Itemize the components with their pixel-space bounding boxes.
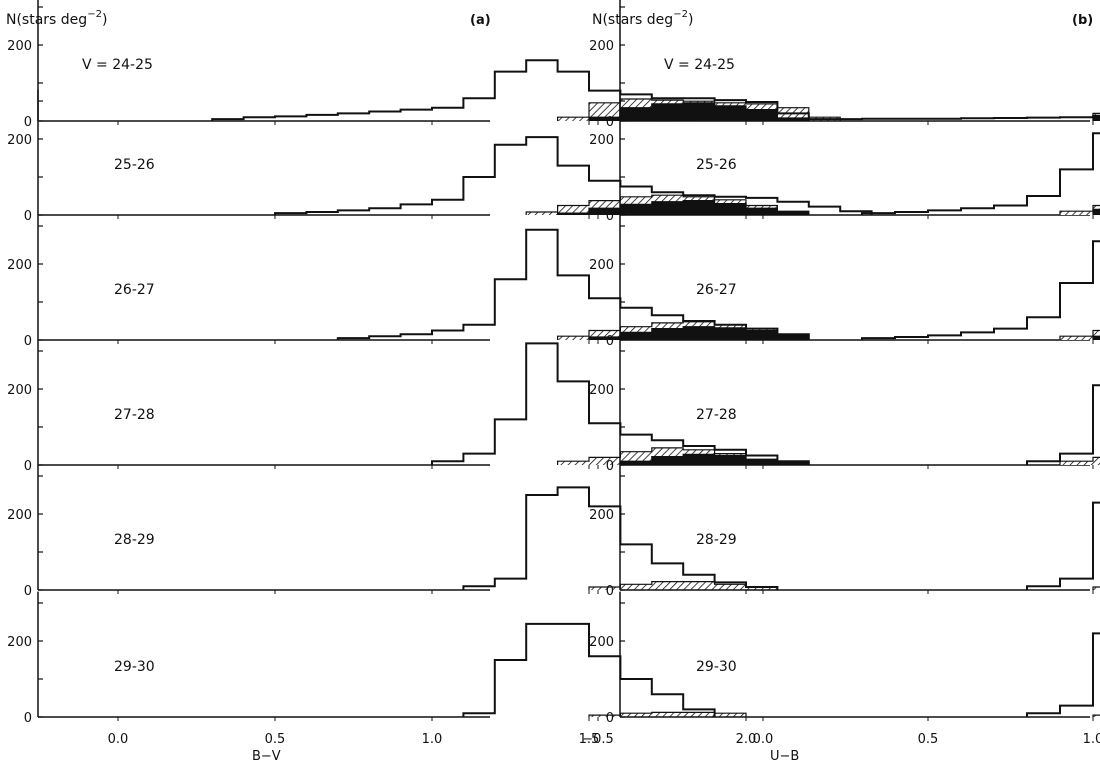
b-row-2-y-tick-label: 200 [589,133,614,148]
a-x-tick-label: 2.0 [736,732,757,747]
a-row-4-y-tick-label: 0 [24,459,32,474]
b-row-6-hatched-histogram [1092,714,1100,717]
panel-b-ylabel: N(stars deg−2) [592,9,693,28]
panel-a-ylabel: N(stars deg−2) [6,9,107,28]
panel-a-histograms: 0 200 V = 24-25 0 200 25-26 0 200 26-27 0 200 27-28… [7,0,873,747]
b-row-6-total-histogram [1026,632,1100,717]
a-x-tick-label: 1.5 [579,732,600,747]
b-row-6-y-tick-label: 0 [606,711,614,726]
b-x-tick-label: 0.0 [753,732,774,747]
b-row-6-magnitude-label: 29-30 [696,659,737,675]
panel-a-tag: (a) [470,13,491,28]
b-row-5-total-histogram [1026,501,1100,590]
b-row-1-magnitude-label: V = 24-25 [664,57,735,73]
a-row-6-total-histogram [462,622,716,717]
b-row-1-y-tick-label: 200 [589,39,614,54]
b-row-3-solid-histogram [1092,335,1100,340]
a-row-4-magnitude-label: 27-28 [114,407,155,423]
b-row-3-y-tick-label: 0 [606,334,614,349]
b-row-5-y-tick-label: 0 [606,584,614,599]
a-row-1-y-tick-label: 200 [7,39,32,54]
b-row-6-y-tick-label: 200 [589,635,614,650]
a-x-tick-label: 0.5 [265,732,286,747]
b-x-tick-label: 1.0 [1083,732,1100,747]
a-row-1-magnitude-label: V = 24-25 [82,57,153,73]
a-row-6-magnitude-label: 29-30 [114,659,155,675]
panel-b-xlabel: U−B [770,749,799,764]
a-row-3-y-tick-label: 0 [24,334,32,349]
b-row-3-hatched-histogram [1059,329,1100,340]
a-row-6-hatched-histogram [588,711,747,717]
panel-a-xlabel: B−V [252,749,281,764]
a-row-4-y-tick-label: 200 [7,383,32,398]
b-row-1-y-tick-label: 0 [606,115,614,130]
b-row-5-magnitude-label: 28-29 [696,532,737,548]
b-row-5-hatched-histogram [1092,586,1100,590]
a-row-3-magnitude-label: 26-27 [114,282,155,298]
a-row-5-y-tick-label: 200 [7,508,32,523]
b-row-5-y-tick-label: 200 [589,508,614,523]
a-row-3-total-histogram [336,228,810,340]
b-row-1-total-histogram [663,115,1100,121]
b-row-2-magnitude-label: 25-26 [696,157,737,173]
b-row-2-total-histogram [861,132,1100,215]
b-row-4-magnitude-label: 27-28 [696,407,737,423]
a-row-5-hatched-histogram [588,581,778,590]
a-row-6-y-tick-label: 200 [7,635,32,650]
a-x-tick-label: 1.0 [422,732,443,747]
a-row-1-y-tick-label: 0 [24,115,32,130]
b-row-4-total-histogram [1026,384,1100,465]
a-row-5-y-tick-label: 0 [24,584,32,599]
b-x-tick-label: 0.5 [918,732,939,747]
a-x-tick-label: 0.0 [108,732,129,747]
a-row-2-y-tick-label: 200 [7,133,32,148]
b-x-tick-label: −0.5 [582,732,614,747]
a-row-2-y-tick-label: 0 [24,209,32,224]
a-row-2-magnitude-label: 25-26 [114,157,155,173]
b-row-4-y-tick-label: 0 [606,459,614,474]
b-row-2-y-tick-label: 0 [606,209,614,224]
panel-b-tag: (b) [1072,13,1093,28]
b-row-4-hatched-histogram [1059,456,1100,465]
panel-b-histograms: 0 200 V = 24-25 0 200 25-26 0 200 26-27 0 200 27-28… [582,0,1100,747]
b-row-3-magnitude-label: 26-27 [696,282,737,298]
a-row-1-total-histogram [211,59,810,121]
b-row-4-y-tick-label: 200 [589,383,614,398]
b-row-2-solid-histogram [1092,208,1100,215]
b-row-3-total-histogram [861,240,1100,340]
b-row-3-y-tick-label: 200 [589,258,614,273]
a-row-6-y-tick-label: 0 [24,711,32,726]
a-row-3-y-tick-label: 200 [7,258,32,273]
b-row-1-solid-histogram [1092,114,1100,121]
a-row-2-total-histogram [274,136,873,215]
b-row-2-hatched-histogram [1059,204,1100,215]
a-row-5-magnitude-label: 28-29 [114,532,155,548]
